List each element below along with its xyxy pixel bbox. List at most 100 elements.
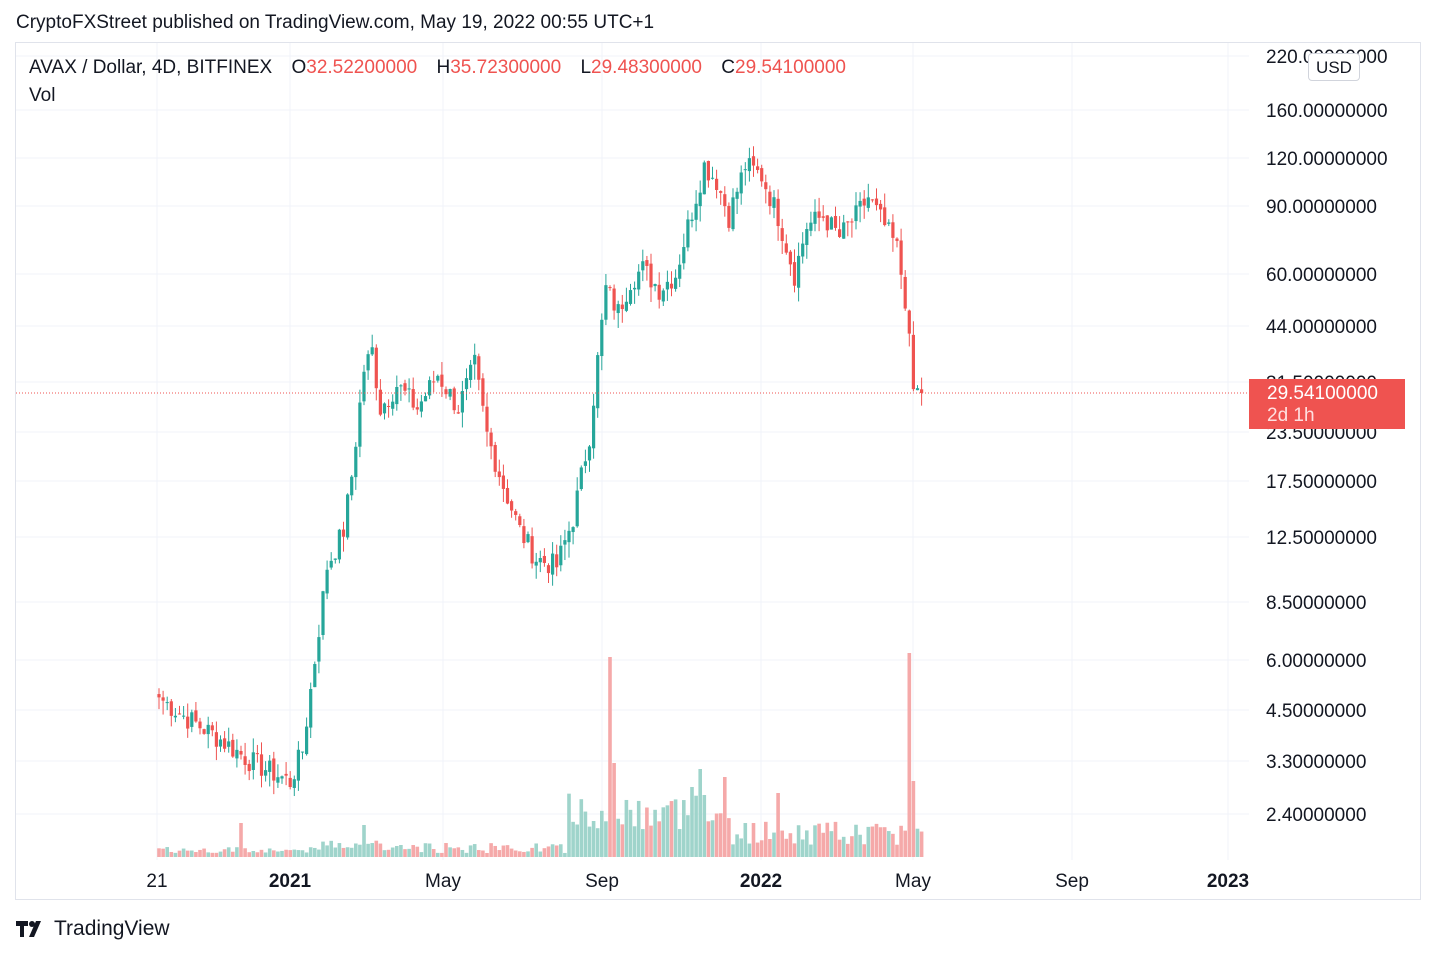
candle-body: [874, 198, 879, 206]
time-axis: 21 2021 May Sep 2022 May Sep 2023: [146, 871, 1249, 892]
candle-body: [809, 222, 813, 231]
candle-body: [526, 534, 530, 543]
candle-body: [760, 168, 764, 182]
candle-body: [846, 221, 850, 223]
volume-bar: [772, 832, 776, 857]
candle-body: [374, 347, 378, 389]
chart-grid: [16, 43, 1249, 860]
candle-body: [669, 283, 674, 289]
currency-button[interactable]: USD: [1308, 53, 1360, 81]
candle-body: [883, 207, 887, 226]
volume-bar: [653, 809, 657, 857]
volume-bar: [903, 830, 907, 857]
tradingview-logo-text: TradingView: [54, 917, 170, 940]
candle-body: [235, 749, 239, 759]
candle-body: [821, 216, 825, 218]
publisher-caption: CryptoFXStreet published on TradingView.…: [16, 12, 655, 33]
volume-bar: [583, 811, 588, 857]
volume-bar: [415, 846, 420, 857]
candle-body: [456, 412, 460, 414]
time-tick-label: Sep: [585, 871, 619, 892]
candle-body: [251, 752, 255, 770]
candle-body: [801, 243, 805, 257]
volume-bar: [313, 847, 317, 857]
candle-body: [866, 197, 870, 208]
volume-bar: [231, 851, 235, 857]
price-tick-label: 8.50000000: [1266, 593, 1366, 614]
volume-bar: [870, 826, 875, 857]
candle-body: [792, 262, 797, 286]
volume-bar: [792, 843, 797, 857]
volume-bar: [636, 800, 641, 857]
candle-body: [805, 229, 809, 245]
candle-body: [428, 380, 432, 396]
candle-body: [485, 406, 489, 432]
volume-bar: [247, 852, 251, 857]
candle-body: [288, 777, 292, 788]
candle-body: [538, 558, 542, 563]
candle-body: [825, 215, 829, 231]
candle-body: [583, 461, 587, 466]
candle-body: [358, 402, 362, 447]
volume-bar: [632, 826, 637, 857]
candle-body: [751, 156, 756, 166]
volume-bar: [538, 851, 543, 857]
price-tick-label: 44.00000000: [1266, 317, 1377, 338]
candle-body: [891, 222, 895, 238]
candle-body: [469, 364, 473, 380]
candle-body: [300, 751, 305, 753]
volume-bar: [546, 846, 551, 857]
candle-body: [259, 754, 264, 776]
candle-body: [715, 178, 719, 190]
volume-bar: [796, 825, 801, 857]
candle-body: [608, 287, 612, 289]
volume-bar: [222, 849, 227, 857]
volume-bar: [440, 852, 444, 857]
candle-body: [903, 276, 907, 309]
candle-body: [579, 467, 583, 490]
candle-body: [354, 446, 358, 478]
volume-bar: [887, 831, 891, 857]
candle-body: [444, 389, 448, 395]
volume-bar: [882, 827, 887, 857]
price-tick-label: 6.00000000: [1266, 651, 1366, 672]
candle-body: [247, 763, 251, 772]
volume-bar: [255, 852, 260, 857]
volume-bar: [600, 810, 604, 857]
price-axis: 220.00000000160.00000000120.0000000090.0…: [1266, 47, 1388, 826]
volume-bar: [755, 842, 760, 857]
volume-bar: [591, 821, 596, 857]
volume-bar: [837, 839, 842, 857]
candle-body: [649, 263, 653, 288]
candle-body: [858, 200, 862, 207]
candle-body: [788, 251, 792, 265]
candle-body: [653, 283, 657, 287]
volume-bar: [419, 852, 424, 857]
candle-body: [510, 501, 514, 511]
high-label: H: [436, 57, 451, 78]
price-tick-label: 3.30000000: [1266, 752, 1366, 773]
volume-bar: [571, 821, 575, 857]
price-tick-label: 12.50000000: [1266, 528, 1377, 549]
tradingview-logo[interactable]: TradingView: [16, 917, 170, 941]
candle-body: [743, 169, 747, 171]
volume-bar: [173, 852, 178, 857]
candle-body: [600, 319, 604, 357]
candle-body: [694, 203, 698, 220]
candle-body: [186, 716, 190, 729]
volume-bar: [690, 787, 694, 857]
candle-body: [391, 401, 395, 409]
candle-body: [522, 526, 526, 544]
candle-body: [899, 240, 903, 275]
candle-body: [559, 545, 563, 566]
candle-body: [780, 228, 784, 241]
price-tick-label: 4.50000000: [1266, 701, 1366, 722]
close-value: 29.54100000: [735, 57, 846, 78]
candle-body: [296, 749, 300, 781]
candle-body: [305, 726, 309, 755]
volume-bar: [817, 823, 821, 857]
volume-bar: [764, 821, 768, 857]
candle-body: [218, 739, 223, 747]
last-price-value: 29.54100000: [1267, 383, 1378, 404]
